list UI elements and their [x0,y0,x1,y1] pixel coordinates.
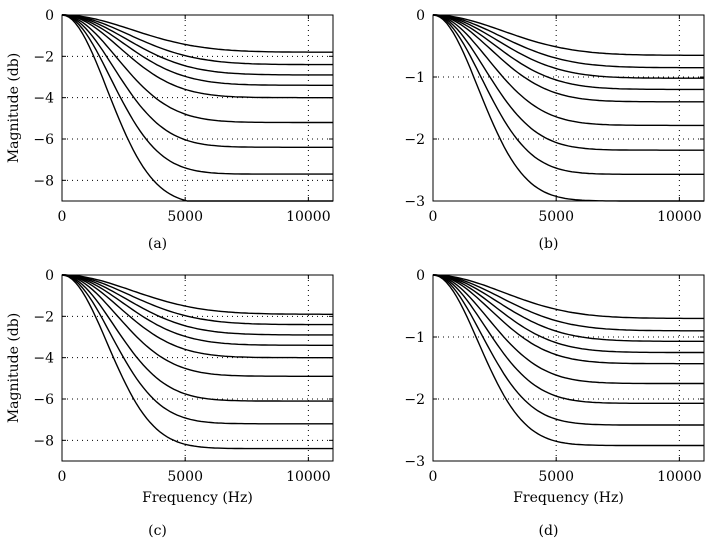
panel-d: 0 5000 10000 −3 −2 −1 0 Frequency (Hz) (d) [404,268,705,539]
series-line [432,14,704,103]
series-line [432,14,704,69]
plot-frame [61,274,334,462]
x-tick-label: 0 [58,209,67,225]
x-tick-label: 5000 [538,209,574,225]
y-axis-ticks: −3 −2 −1 0 [404,268,704,470]
grid [62,15,333,201]
y-tick-label: 0 [416,8,425,24]
series-line [61,274,333,402]
series-line [432,274,704,320]
y-axis-ticks: −8 −6 −4 −2 0 [33,268,333,449]
series-line [432,274,704,447]
y-tick-label: 0 [45,8,54,24]
x-tick-label: 5000 [538,469,574,485]
x-tick-label: 10000 [286,469,331,485]
x-tick-label: 0 [58,469,67,485]
plot-frame [432,274,705,462]
y-tick-label: 0 [416,268,425,284]
series-line [62,14,333,53]
y-tick-label: −8 [33,173,54,189]
series-line [61,274,333,336]
panel-caption: (b) [539,236,559,252]
series-group [61,14,333,202]
series-line [61,14,333,202]
series-line [61,274,333,450]
series-line [61,14,333,124]
x-axis-ticks: 0 5000 10000 [429,275,702,485]
series-line [62,274,333,315]
grid [62,275,333,461]
grid [433,15,704,201]
x-axis-ticks: 0 5000 10000 [429,15,702,225]
y-tick-label: −2 [33,49,54,65]
series-line [432,14,704,175]
series-line [61,14,333,86]
y-tick-label: 0 [45,268,54,284]
x-tick-label: 10000 [657,469,702,485]
panel-a: 0 5000 10000 −8 −6 −4 −2 0 Magnitude (db) (a) [6,8,334,252]
series-line [433,14,704,56]
y-tick-label: −2 [33,309,54,325]
series-line [61,274,333,346]
y-tick-label: −6 [33,392,54,408]
series-line [432,14,704,91]
series-line [432,274,704,385]
series-line [61,14,333,76]
series-line [432,274,704,354]
x-tick-label: 10000 [286,209,331,225]
series-line [61,274,333,326]
x-tick-label: 5000 [167,209,203,225]
series-line [432,274,704,404]
series-line [61,274,333,359]
series-line [61,14,333,99]
series-group [432,274,704,447]
x-tick-label: 5000 [167,469,203,485]
series-line [432,274,704,342]
series-line [61,14,333,148]
series-line [61,274,333,425]
grid [433,275,704,461]
series-line [432,274,704,365]
panel-caption: (a) [148,236,167,252]
y-tick-label: −4 [33,91,54,107]
y-axis-label: Magnitude (db) [6,313,22,423]
y-tick-label: −1 [404,330,425,346]
series-line [432,274,704,426]
series-line [432,14,704,79]
x-axis-ticks: 0 5000 10000 [58,15,331,225]
y-tick-label: −2 [404,392,425,408]
x-axis-ticks: 0 5000 10000 [58,275,331,485]
panel-c: 0 5000 10000 −8 −6 −4 −2 0 Magnitude (db) Freq… [6,268,334,539]
y-tick-label: −3 [404,194,425,210]
series-line [61,14,333,175]
y-axis-ticks: −3 −2 −1 0 [404,8,704,210]
y-axis-label: Magnitude (db) [6,53,22,163]
y-tick-label: −2 [404,132,425,148]
series-group [61,274,333,450]
plot-frame [432,14,705,202]
panel-b: 0 5000 10000 −3 −2 −1 0 (b) [404,8,705,252]
panel-caption: (c) [148,523,167,539]
x-axis-label: Frequency (Hz) [142,490,253,506]
y-tick-label: −8 [33,433,54,449]
y-tick-label: −4 [33,351,54,367]
x-tick-label: 0 [429,209,438,225]
series-line [432,14,704,151]
series-line [432,274,704,332]
series-line [61,14,333,66]
series-group [432,14,704,202]
x-tick-label: 0 [429,469,438,485]
y-tick-label: −6 [33,132,54,148]
plot-frame [61,14,334,202]
x-axis-label: Frequency (Hz) [513,490,624,506]
x-tick-label: 10000 [657,209,702,225]
y-tick-label: −1 [404,70,425,86]
series-line [432,14,704,127]
series-line [61,274,333,377]
y-axis-ticks: −8 −6 −4 −2 0 [33,8,333,189]
y-tick-label: −3 [404,454,425,470]
panel-caption: (d) [539,523,559,539]
